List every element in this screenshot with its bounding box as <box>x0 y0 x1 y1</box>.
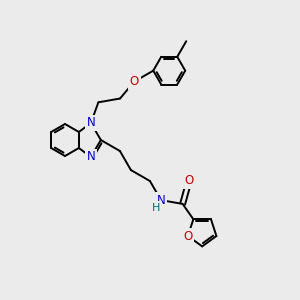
Text: O: O <box>184 174 193 188</box>
Text: O: O <box>183 230 193 242</box>
Text: N: N <box>86 116 95 130</box>
Text: O: O <box>130 75 139 88</box>
Text: N: N <box>86 151 95 164</box>
Text: H: H <box>152 203 160 213</box>
Text: N: N <box>157 194 165 207</box>
